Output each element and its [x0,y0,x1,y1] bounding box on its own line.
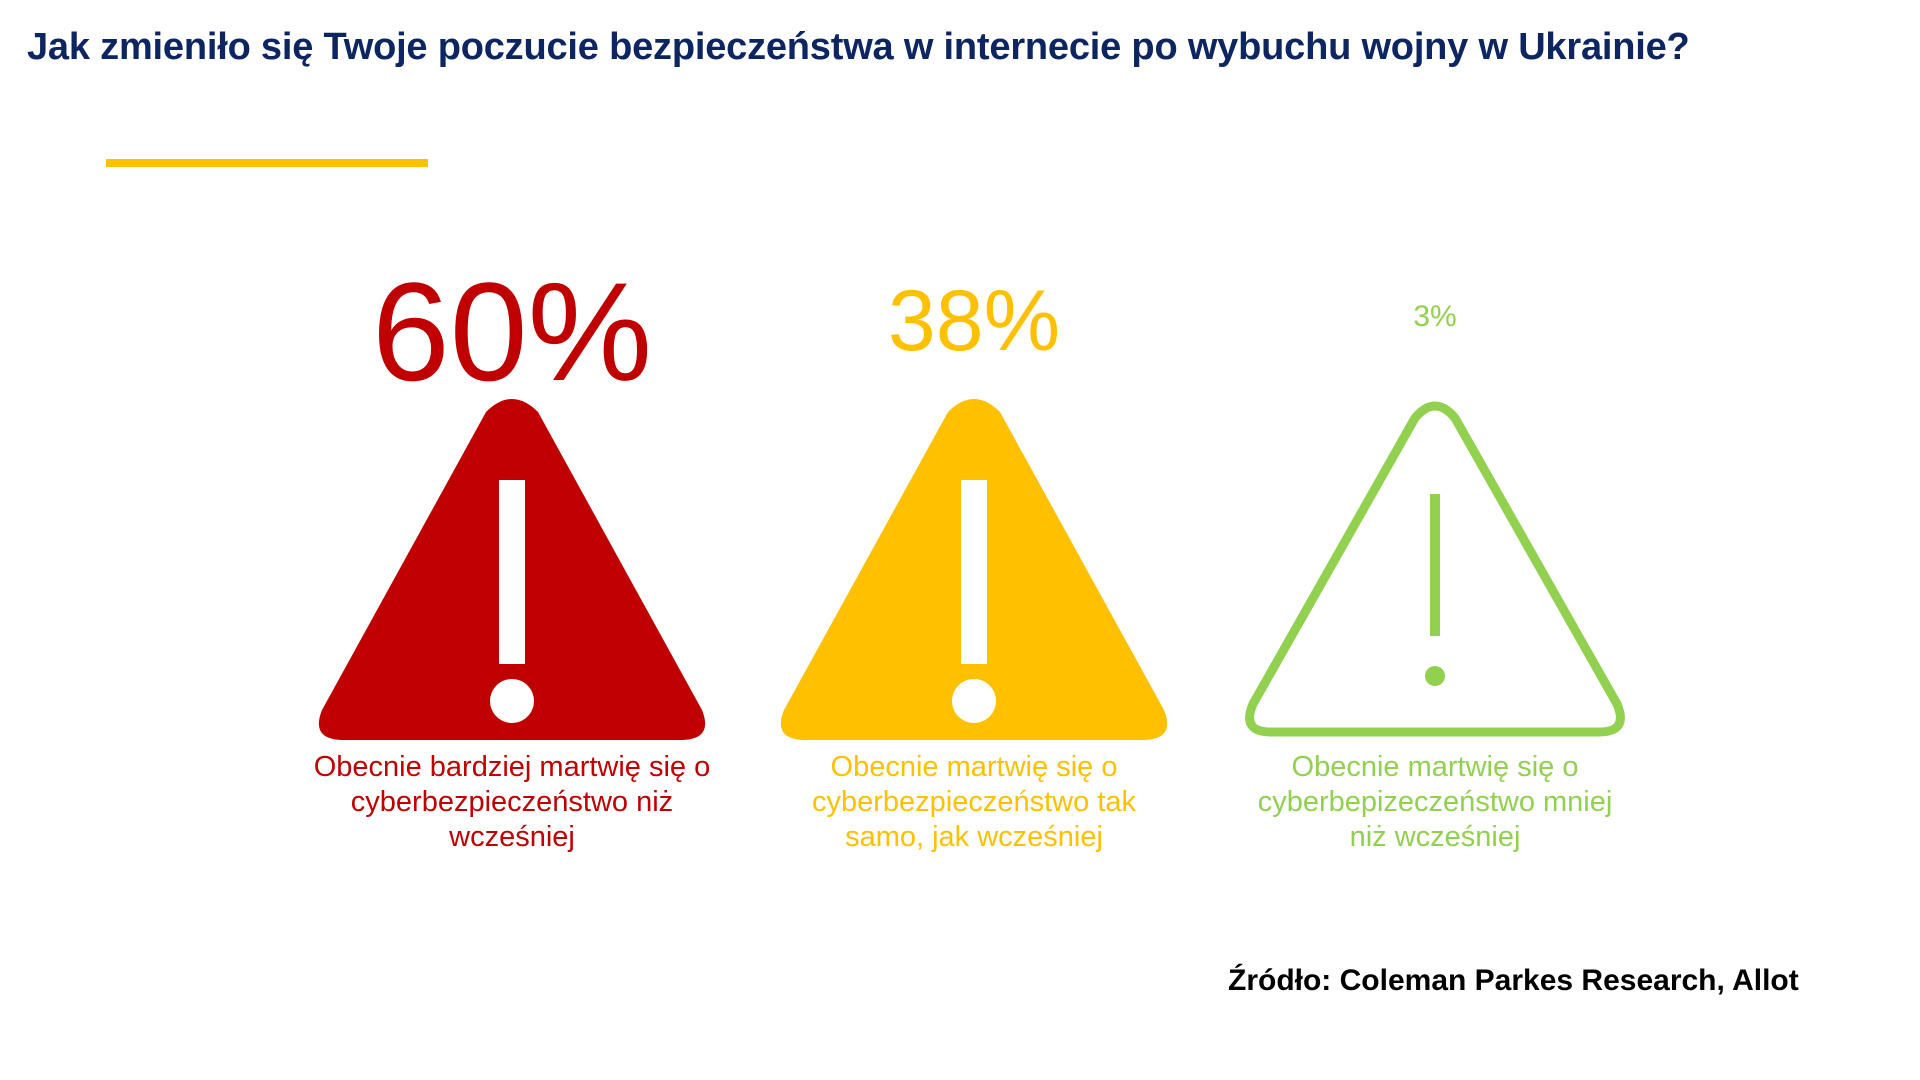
stat-column-more-worried: 60% Obecnie bardziej martwię się o cyber… [282,0,742,900]
stat-label: Obecnie martwię się o cyberbepizeczeństw… [1257,751,1613,853]
stat-value: 60% [371,253,653,410]
stat-column-same-worried: 38% Obecnie martwię się o cyberbezpiecze… [744,0,1204,900]
accent-divider [106,159,428,167]
stat-value: 3% [1413,300,1457,333]
warning-triangle-outline-icon [1245,401,1625,737]
source-note: Źródło: Coleman Parkes Research, Allot [1228,964,1799,997]
stat-label: Obecnie bardziej martwię się o cyberbezp… [313,751,711,853]
page-title: Jak zmieniło się Twoje poczucie bezpiecz… [27,26,1690,68]
stat-column-less-worried: 3% Obecnie martwię się o cyberbepizeczeń… [1205,0,1665,900]
stat-value: 38% [887,273,1061,369]
warning-triangle-filled-icon [780,399,1168,740]
warning-triangle-filled-icon [318,399,706,740]
stat-label: Obecnie martwię się o cyberbezpieczeństw… [812,751,1136,853]
